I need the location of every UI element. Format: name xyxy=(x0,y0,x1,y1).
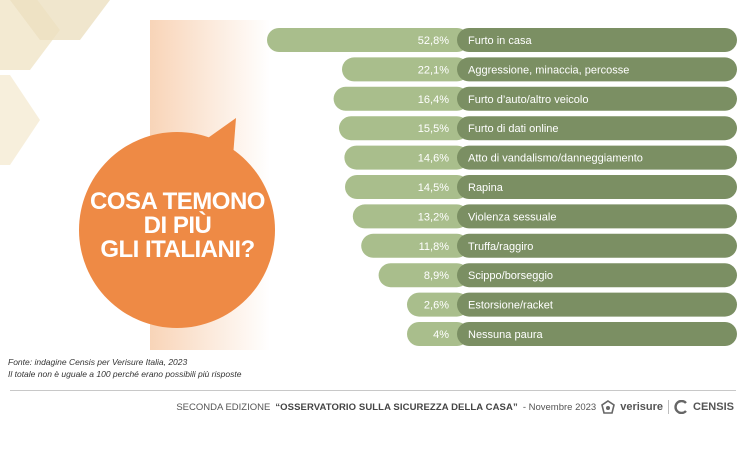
bar-label-bg-4 xyxy=(457,145,737,170)
title-line-1: COSA TEMONO xyxy=(90,188,265,215)
bar-category-label-8: Scippo/borseggio xyxy=(468,270,553,282)
footer: SECONDA EDIZIONE “OSSERVATORIO SULLA SIC… xyxy=(176,400,734,414)
bar-value-label-8: 8,9% xyxy=(424,270,449,282)
hexagon-decoration xyxy=(0,75,40,165)
source-line-1: Fonte: indagine Censis per Verisure Ital… xyxy=(8,357,188,367)
speech-bubble xyxy=(79,132,275,328)
bar-label-bg-2 xyxy=(457,86,737,111)
bar-value-10 xyxy=(407,322,469,346)
bar-category-label-4: Atto di vandalismo/danneggiamento xyxy=(468,153,643,165)
bar-value-label-10: 4% xyxy=(433,329,449,341)
bar-value-label-0: 52,8% xyxy=(418,35,449,47)
bar-category-label-7: Truffa/raggiro xyxy=(468,241,533,253)
bar-value-3 xyxy=(339,116,469,141)
bar-value-label-5: 14,5% xyxy=(418,182,449,194)
censis-logo-icon xyxy=(674,400,687,414)
bar-category-label-10: Nessuna paura xyxy=(468,329,543,341)
bar-value-4 xyxy=(344,145,469,170)
footer-divider xyxy=(10,390,736,391)
bar-value-2 xyxy=(333,86,469,111)
bar-value-6 xyxy=(352,204,469,229)
source-note: Fonte: indagine Censis per Verisure Ital… xyxy=(8,356,241,380)
bar-category-label-0: Furto in casa xyxy=(468,35,532,47)
bar-category-label-3: Furto di dati online xyxy=(468,123,559,135)
bar-value-8 xyxy=(378,263,469,288)
bar-label-bg-10 xyxy=(457,322,737,346)
bar-category-label-1: Aggressione, minaccia, percosse xyxy=(468,64,629,76)
bar-value-label-9: 2,6% xyxy=(424,300,449,312)
footer-date: - Novembre 2023 xyxy=(522,401,597,413)
hexagon-decoration xyxy=(10,0,110,40)
title-line-3: GLI ITALIANI? xyxy=(100,236,255,263)
bar-label-bg-1 xyxy=(457,57,737,82)
bar-value-label-2: 16,4% xyxy=(418,94,449,106)
verisure-brand: verisure xyxy=(620,401,664,413)
bar-value-5 xyxy=(345,175,469,199)
bar-label-bg-0 xyxy=(457,28,737,52)
censis-brand: CENSIS xyxy=(693,401,734,413)
bar-value-label-3: 15,5% xyxy=(418,123,449,135)
bar-category-label-9: Estorsione/racket xyxy=(468,300,553,312)
bar-value-label-6: 13,2% xyxy=(418,211,449,223)
bar-value-0 xyxy=(267,28,469,52)
bar-value-label-4: 14,6% xyxy=(418,153,449,165)
footer-edition: SECONDA EDIZIONE xyxy=(176,401,271,413)
chart-title: COSA TEMONO DI PIÙ GLI ITALIANI? xyxy=(75,190,280,262)
bar-category-label-2: Furto d’auto/altro veicolo xyxy=(468,94,588,106)
bar-label-bg-6 xyxy=(457,204,737,229)
footer-observatory-title: “OSSERVATORIO SULLA SICUREZZA DELLA CASA… xyxy=(275,401,518,413)
bar-category-label-5: Rapina xyxy=(468,182,504,194)
bar-label-bg-8 xyxy=(457,263,737,288)
title-line-2: DI PIÙ xyxy=(143,212,212,239)
bar-label-bg-3 xyxy=(457,116,737,141)
bar-value-label-1: 22,1% xyxy=(418,64,449,76)
bar-category-label-6: Violenza sessuale xyxy=(468,211,556,223)
bar-value-7 xyxy=(361,233,469,258)
bar-label-bg-5 xyxy=(457,175,737,199)
bar-value-9 xyxy=(407,292,469,317)
source-line-2: Il totale non è uguale a 100 perché eran… xyxy=(8,369,242,379)
bar-value-1 xyxy=(342,57,469,82)
brand-separator xyxy=(668,400,670,414)
verisure-logo-icon xyxy=(601,400,616,414)
bar-label-bg-9 xyxy=(457,292,737,317)
bar-value-label-7: 11,8% xyxy=(419,241,450,253)
bar-label-bg-7 xyxy=(457,233,737,258)
